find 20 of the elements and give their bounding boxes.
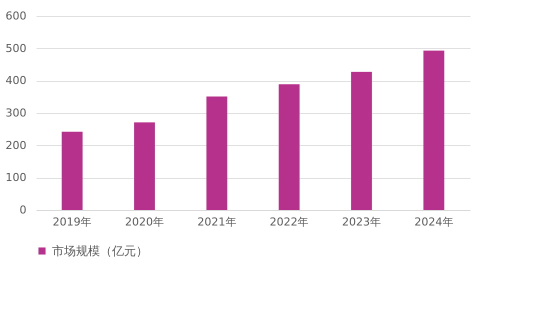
x-tick-label: 2023年 (342, 216, 381, 228)
bar (134, 122, 155, 210)
y-tick-label: 0 (20, 204, 26, 216)
bar (62, 132, 83, 210)
legend-label: 市场规模（亿元） (52, 244, 148, 258)
y-tick-label: 300 (6, 106, 26, 120)
bar (423, 50, 444, 210)
y-tick-label: 100 (6, 171, 26, 184)
x-tick-label: 2022年 (270, 216, 309, 228)
y-tick-label: 600 (6, 10, 26, 22)
bar (278, 84, 300, 210)
x-tick-label: 2021年 (197, 216, 236, 228)
x-tick-label: 2019年 (52, 216, 92, 228)
x-tick-label: 2020年 (125, 216, 164, 228)
y-tick-label: 400 (6, 74, 26, 88)
y-tick-label: 200 (6, 138, 26, 152)
y-tick-label: 500 (6, 42, 26, 55)
bar (351, 72, 372, 210)
x-tick-label: 2024年 (414, 216, 454, 228)
bar (206, 96, 228, 210)
